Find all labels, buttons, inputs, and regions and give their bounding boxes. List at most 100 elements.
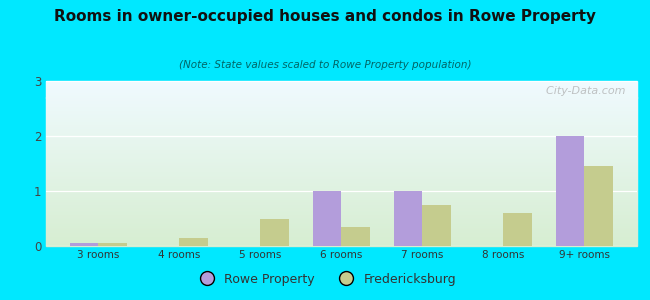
Bar [46, 183, 637, 184]
Bar [46, 224, 637, 225]
Bar [179, 238, 207, 246]
Bar [46, 176, 637, 177]
Bar [46, 108, 637, 109]
Bar [46, 97, 637, 98]
Bar [46, 209, 637, 210]
Bar [46, 222, 637, 223]
Bar [46, 181, 637, 182]
Bar [46, 136, 637, 137]
Bar [46, 188, 637, 189]
Bar [46, 101, 637, 102]
Bar [422, 205, 450, 246]
Bar [46, 139, 637, 140]
Bar [46, 129, 637, 130]
Bar [46, 164, 637, 165]
Bar [46, 135, 637, 136]
Bar [46, 131, 637, 132]
Bar [46, 123, 637, 124]
Bar [46, 236, 637, 237]
Bar [46, 189, 637, 190]
Bar [46, 88, 637, 89]
Bar [46, 145, 637, 146]
Bar [46, 205, 637, 206]
Bar [46, 221, 637, 222]
Bar [46, 147, 637, 148]
Legend: Rowe Property, Fredericksburg: Rowe Property, Fredericksburg [189, 268, 461, 291]
Bar [46, 201, 637, 202]
Bar [46, 187, 637, 188]
Bar [98, 243, 127, 246]
Bar [46, 192, 637, 193]
Bar [313, 191, 341, 246]
Bar [341, 227, 370, 246]
Bar [46, 107, 637, 108]
Bar [46, 235, 637, 236]
Bar [46, 119, 637, 120]
Bar [46, 238, 637, 239]
Bar [46, 86, 637, 87]
Bar [46, 214, 637, 215]
Bar [46, 91, 637, 92]
Bar [46, 206, 637, 207]
Text: Rooms in owner-occupied houses and condos in Rowe Property: Rooms in owner-occupied houses and condo… [54, 9, 596, 24]
Bar [46, 211, 637, 212]
Bar [46, 105, 637, 106]
Bar [46, 185, 637, 186]
Bar [46, 191, 637, 192]
Bar [46, 118, 637, 119]
Bar [46, 158, 637, 159]
Bar [46, 232, 637, 233]
Bar [46, 134, 637, 135]
Bar [46, 230, 637, 231]
Bar [46, 116, 637, 117]
Bar [46, 197, 637, 198]
Bar [46, 135, 637, 136]
Bar [46, 124, 637, 125]
Bar [46, 84, 637, 85]
Bar [46, 186, 637, 187]
Bar [70, 243, 98, 246]
Bar [46, 150, 637, 151]
Bar [46, 225, 637, 226]
Bar [46, 208, 637, 209]
Text: City-Data.com: City-Data.com [539, 86, 625, 96]
Bar [46, 161, 637, 162]
Bar [46, 245, 637, 246]
Bar [46, 137, 637, 138]
Bar [46, 237, 637, 238]
Bar [46, 154, 637, 155]
Bar [46, 114, 637, 115]
Bar [46, 120, 637, 121]
Bar [46, 212, 637, 213]
Bar [46, 117, 637, 118]
Bar [46, 92, 637, 93]
Bar [46, 174, 637, 175]
Bar [46, 243, 637, 244]
Bar [46, 223, 637, 224]
Bar [46, 207, 637, 208]
Bar [46, 199, 637, 200]
Bar [46, 179, 637, 180]
Bar [46, 159, 637, 160]
Bar [46, 141, 637, 142]
Bar [46, 178, 637, 179]
Bar [46, 87, 637, 88]
Bar [260, 218, 289, 246]
Bar [46, 191, 637, 192]
Bar [46, 138, 637, 139]
Bar [46, 231, 637, 232]
Bar [46, 228, 637, 229]
Bar [46, 109, 637, 110]
Bar [46, 160, 637, 161]
Bar [46, 104, 637, 105]
Bar [46, 130, 637, 131]
Bar [46, 157, 637, 158]
Bar [46, 115, 637, 116]
Bar [46, 152, 637, 153]
Bar [46, 195, 637, 196]
Bar [46, 132, 637, 133]
Bar [503, 213, 532, 246]
Bar [46, 226, 637, 227]
Bar [46, 128, 637, 129]
Bar [46, 173, 637, 174]
